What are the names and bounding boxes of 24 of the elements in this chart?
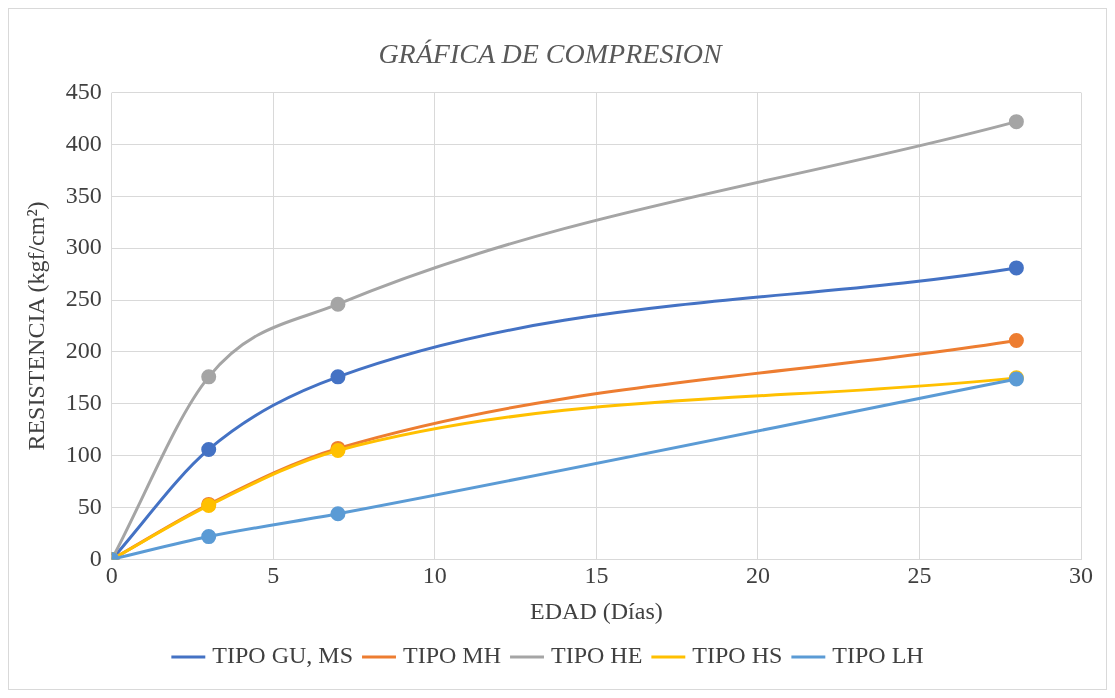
legend-label: TIPO GU, MS [212,642,354,669]
y-tick-label: 250 [65,285,102,312]
x-axis-title: EDAD (Días) [530,597,663,624]
x-tick-label: 30 [1069,562,1093,589]
x-tick-label: 25 [907,562,932,589]
legend-label: TIPO MH [403,642,502,669]
y-tick-label: 400 [65,129,102,156]
x-tick-label: 5 [267,562,280,589]
chart-title: GRÁFICA DE COMPRESION [378,38,723,70]
x-tick-label: 15 [584,562,609,589]
y-tick-label: 300 [65,233,102,260]
y-tick-label: 200 [65,337,102,364]
y-tick-label: 150 [65,389,102,416]
legend-label: TIPO HS [692,642,783,669]
y-tick-label: 450 [65,77,102,104]
y-tick-label: 100 [65,440,102,467]
x-tick-label: 20 [745,562,770,589]
x-tick-label: 10 [422,562,447,589]
y-tick-label: 0 [89,544,102,571]
y-axis-title: RESISTENCIA (kgf/cm²) [22,201,49,451]
legend-label: TIPO HE [551,642,643,669]
y-tick-label: 50 [77,492,102,519]
legend-label: TIPO LH [832,642,924,669]
y-tick-label: 350 [65,181,102,208]
